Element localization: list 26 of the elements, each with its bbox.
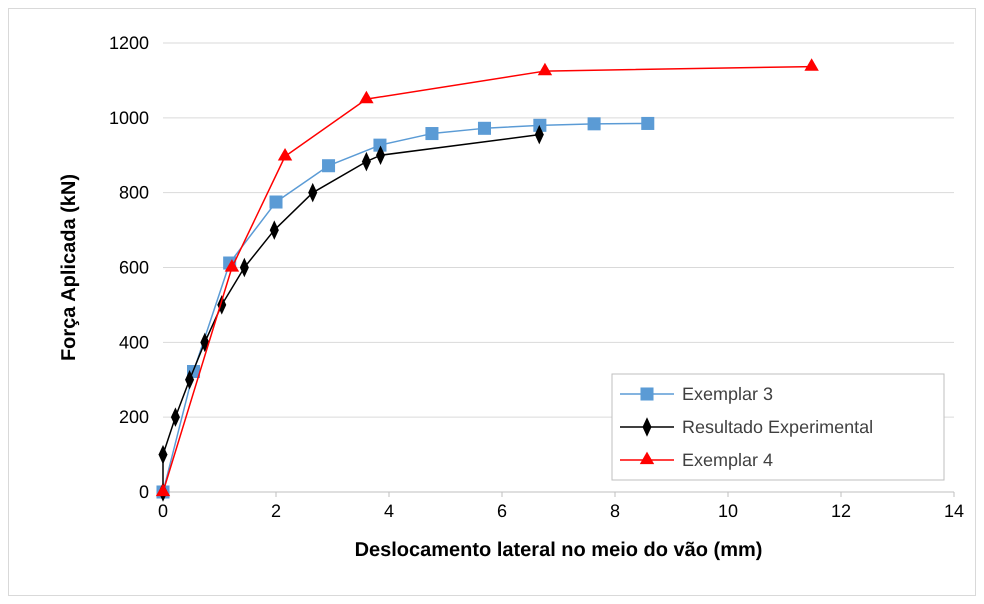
point	[588, 117, 601, 130]
y-tick-label: 400	[118, 332, 149, 352]
y-tick-label: 600	[118, 258, 149, 278]
legend-label: Resultado Experimental	[682, 417, 874, 437]
point	[478, 122, 492, 135]
point	[641, 116, 654, 130]
y-tick-label: 0	[138, 482, 149, 502]
point	[322, 159, 336, 172]
legend-label: Exemplar 4	[682, 450, 774, 470]
point	[269, 196, 283, 209]
x-tick-label: 0	[158, 501, 168, 521]
legend-label: Exemplar 3	[682, 384, 774, 404]
y-tick-label: 1200	[108, 33, 149, 53]
x-tick-label: 10	[718, 501, 738, 521]
x-axis-title: Deslocamento lateral no meio do vão (mm)	[354, 539, 762, 561]
y-tick-label: 800	[118, 182, 149, 203]
x-tick-label: 4	[384, 501, 394, 521]
x-tick-label: 2	[270, 501, 282, 521]
y-axis-title: Força Aplicada (kN)	[58, 174, 80, 362]
x-tick-label: 8	[610, 501, 620, 521]
x-tick-label: 14	[944, 501, 964, 521]
point	[425, 127, 438, 140]
y-tick-label: 1000	[108, 108, 149, 128]
y-tick-label: 200	[118, 407, 149, 428]
x-tick-label: 6	[496, 501, 508, 521]
x-tick-label: 12	[830, 501, 852, 521]
